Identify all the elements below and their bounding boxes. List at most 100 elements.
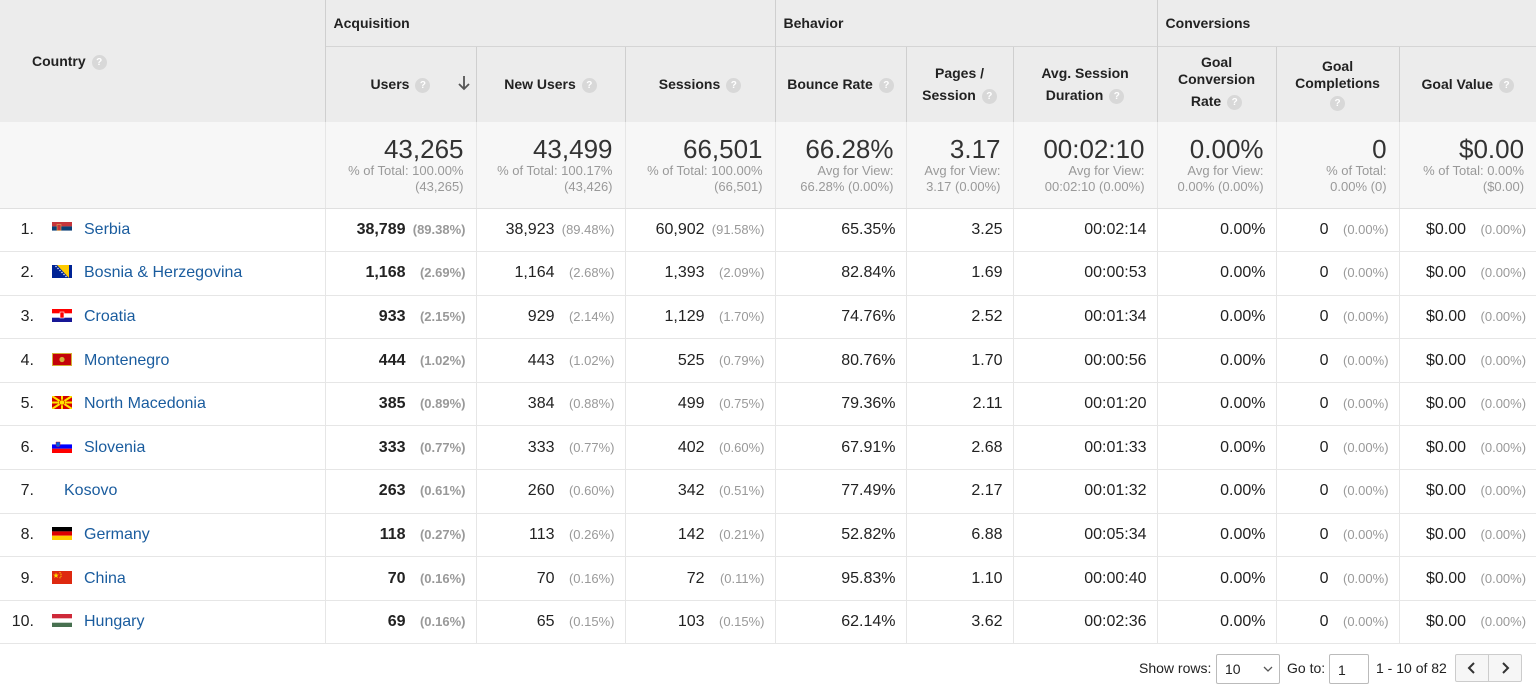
pages-session-cell: 1.70 bbox=[905, 338, 1014, 383]
column-header-goal-conversion-rate[interactable]: Goal Conversion Rate? bbox=[1156, 45, 1277, 122]
country-link[interactable]: Montenegro bbox=[84, 351, 170, 369]
pages-session-cell: 2.17 bbox=[905, 469, 1014, 514]
goal-completions-value: 0 bbox=[1319, 220, 1329, 238]
sessions-cell: 525 (0.79%) bbox=[624, 338, 776, 383]
users-percent: (0.77%) bbox=[419, 439, 466, 455]
goal-value-percent: (0.00%) bbox=[1480, 614, 1527, 630]
column-header-sessions[interactable]: Sessions? bbox=[624, 45, 776, 122]
help-icon[interactable]: ? bbox=[1109, 89, 1125, 105]
bounce-rate-cell: 74.76% bbox=[774, 295, 907, 340]
help-icon[interactable]: ? bbox=[878, 78, 894, 94]
goal-value-value: $0.00 bbox=[1426, 307, 1467, 325]
goal-value-value: $0.00 bbox=[1426, 220, 1467, 238]
show-rows-select[interactable]: 10 bbox=[1216, 654, 1280, 684]
new-users-percent: (0.16%) bbox=[568, 570, 615, 586]
goal-completions-cell: 0 (0.00%) bbox=[1275, 251, 1400, 296]
flag-icon-macedonia bbox=[52, 396, 72, 410]
pages-session-cell: 2.68 bbox=[905, 425, 1014, 471]
help-icon[interactable]: ? bbox=[1330, 95, 1346, 111]
country-link[interactable]: Slovenia bbox=[84, 438, 146, 456]
column-header-pages-session[interactable]: Pages / Session? bbox=[905, 45, 1014, 122]
new-users-percent: (1.02%) bbox=[568, 352, 615, 368]
sessions-value: 142 bbox=[677, 525, 705, 543]
users-value: 69 bbox=[387, 613, 406, 631]
sessions-percent: (0.11%) bbox=[719, 570, 765, 586]
sessions-cell: 1,393 (2.09%) bbox=[624, 251, 776, 296]
flag-icon-hungary bbox=[52, 614, 72, 628]
sessions-value: 525 bbox=[677, 351, 705, 369]
users-cell: 1,168 (2.69%) bbox=[324, 251, 476, 296]
column-header-avg-session-duration[interactable]: Avg. Session Duration? bbox=[1012, 45, 1158, 122]
sort-descending-icon[interactable] bbox=[457, 75, 470, 91]
avg-duration-cell: 00:01:33 bbox=[1012, 425, 1158, 471]
country-link[interactable]: Bosnia & Herzegovina bbox=[84, 264, 243, 282]
country-cell: 9. China bbox=[0, 556, 325, 601]
goal-completions-cell: 0 (0.00%) bbox=[1275, 513, 1400, 558]
new-users-cell: 443 (1.02%) bbox=[475, 338, 625, 383]
help-icon[interactable]: ? bbox=[91, 54, 107, 70]
column-header-goal-completions[interactable]: Goal Completions? bbox=[1275, 45, 1400, 122]
goal-completions-value: 0 bbox=[1319, 395, 1329, 413]
goal-value-value: $0.00 bbox=[1426, 351, 1467, 369]
country-cell: 5. North Macedonia bbox=[0, 382, 325, 427]
sessions-percent: (1.70%) bbox=[718, 308, 765, 324]
goal-completions-value: 0 bbox=[1319, 569, 1329, 587]
users-value: 118 bbox=[379, 525, 406, 543]
goal-completions-value: 0 bbox=[1319, 613, 1329, 631]
pagination-bar: Show rows: 10 Go to: 1 1 - 10 of 82 bbox=[0, 652, 1536, 695]
new-users-value: 70 bbox=[536, 569, 555, 587]
goal-completions-value: 0 bbox=[1319, 351, 1329, 369]
country-link[interactable]: Kosovo bbox=[64, 482, 118, 500]
row-index: 10. bbox=[11, 613, 34, 631]
goal-value-percent: (0.00%) bbox=[1480, 570, 1527, 586]
users-value: 38,789 bbox=[356, 220, 406, 238]
country-cell: 2. Bosnia & Herzegovina bbox=[0, 251, 325, 296]
row-index: 5. bbox=[20, 395, 34, 413]
column-header-users[interactable]: Users? bbox=[324, 45, 476, 122]
goal-value-value: $0.00 bbox=[1426, 395, 1467, 413]
row-index: 8. bbox=[20, 525, 34, 543]
go-to-input[interactable]: 1 bbox=[1329, 654, 1369, 684]
country-link[interactable]: Hungary bbox=[84, 613, 145, 631]
column-header-bounce-rate[interactable]: Bounce Rate? bbox=[774, 45, 907, 122]
help-icon[interactable]: ? bbox=[1499, 78, 1515, 94]
country-link[interactable]: North Macedonia bbox=[84, 395, 206, 413]
country-cell: 1. Serbia bbox=[0, 208, 325, 253]
goal-completions-cell: 0 (0.00%) bbox=[1275, 338, 1400, 383]
help-icon[interactable]: ? bbox=[1227, 95, 1243, 111]
goal-completions-percent: (0.00%) bbox=[1343, 439, 1389, 455]
show-rows-label: Show rows: bbox=[1139, 660, 1212, 676]
goal-completions-cell: 0 (0.00%) bbox=[1275, 600, 1400, 645]
previous-page-button[interactable] bbox=[1456, 655, 1489, 681]
avg-duration-cell: 00:01:20 bbox=[1012, 382, 1158, 427]
country-link[interactable]: Serbia bbox=[84, 220, 131, 238]
users-cell: 933 (2.15%) bbox=[324, 295, 476, 340]
pages-session-cell: 3.25 bbox=[905, 208, 1014, 253]
users-percent: (1.02%) bbox=[419, 352, 466, 368]
country-link[interactable]: Germany bbox=[84, 525, 150, 543]
new-users-cell: 65 (0.15%) bbox=[475, 600, 625, 645]
totals-label bbox=[0, 122, 325, 209]
flag-icon-china bbox=[52, 570, 72, 584]
row-index: 4. bbox=[20, 351, 34, 369]
country-cell: 8. Germany bbox=[0, 513, 325, 558]
column-header-goal-value[interactable]: Goal Value? bbox=[1398, 45, 1536, 122]
avg-duration-cell: 00:05:34 bbox=[1012, 513, 1158, 558]
new-users-cell: 260 (0.60%) bbox=[475, 469, 625, 514]
column-header-new-users[interactable]: New Users? bbox=[475, 45, 625, 122]
goal-completions-percent: (0.00%) bbox=[1343, 221, 1389, 237]
goal-value-cell: $0.00 (0.00%) bbox=[1398, 208, 1536, 253]
help-icon[interactable]: ? bbox=[981, 89, 997, 105]
new-users-percent: (89.48%) bbox=[561, 221, 615, 237]
country-link[interactable]: Croatia bbox=[84, 307, 136, 325]
help-icon[interactable]: ? bbox=[726, 78, 742, 94]
flag-icon-croatia bbox=[52, 308, 72, 322]
help-icon[interactable]: ? bbox=[581, 78, 597, 94]
column-header-country[interactable]: Country? bbox=[0, 0, 325, 122]
chevron-left-icon bbox=[1467, 662, 1475, 674]
next-page-button[interactable] bbox=[1489, 655, 1521, 681]
country-cell: 4. Montenegro bbox=[0, 338, 325, 383]
help-icon[interactable]: ? bbox=[415, 78, 431, 94]
users-value: 444 bbox=[378, 351, 406, 369]
country-link[interactable]: China bbox=[84, 569, 126, 587]
